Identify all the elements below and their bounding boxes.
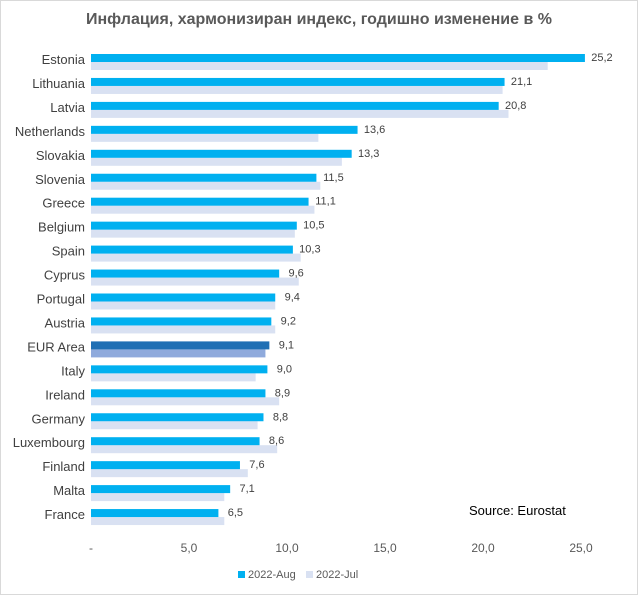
- category-label: Italy: [61, 363, 85, 378]
- category-label: France: [45, 507, 85, 522]
- bar-2022-aug: [91, 341, 270, 350]
- bar-2022-jul: [91, 85, 503, 94]
- data-label: 8,6: [269, 435, 284, 447]
- data-label: 9,4: [285, 292, 300, 304]
- category-label: Luxembourg: [13, 435, 85, 450]
- bar-2022-aug: [91, 293, 276, 302]
- category-label: EUR Area: [27, 339, 86, 354]
- bar-2022-jul: [91, 205, 315, 214]
- bar-2022-jul: [91, 397, 280, 406]
- bar-2022-jul: [91, 373, 256, 382]
- data-label: 9,0: [277, 363, 292, 375]
- data-label: 7,6: [249, 459, 264, 471]
- category-label: Slovenia: [35, 172, 86, 187]
- bar-2022-aug: [91, 269, 280, 278]
- bar-2022-jul: [91, 325, 276, 334]
- bar-2022-aug: [91, 317, 272, 326]
- category-label: Belgium: [38, 220, 85, 235]
- category-label: Finland: [42, 459, 85, 474]
- bar-2022-aug: [91, 389, 266, 398]
- bar-2022-aug: [91, 125, 358, 134]
- data-label: 11,5: [323, 172, 344, 184]
- bar-2022-aug: [91, 149, 352, 158]
- category-label: Portugal: [37, 292, 86, 307]
- bar-2022-aug: [91, 509, 219, 518]
- bar-2022-aug: [91, 101, 499, 110]
- bar-2022-jul: [91, 229, 295, 238]
- data-label: 25,2: [591, 52, 612, 64]
- bar-2022-aug: [91, 77, 505, 86]
- category-label: Malta: [53, 483, 86, 498]
- bar-2022-jul: [91, 253, 301, 262]
- legend-label-2022-jul: 2022-Jul: [316, 569, 358, 581]
- bar-2022-jul: [91, 181, 321, 190]
- category-label: Cyprus: [44, 268, 86, 283]
- category-label: Spain: [52, 244, 85, 259]
- chart-title: Инфлация, хармонизиран индекс, годишно и…: [86, 11, 552, 28]
- bar-2022-jul: [91, 157, 342, 166]
- category-label: Latvia: [50, 100, 85, 115]
- bar-2022-jul: [91, 62, 548, 70]
- data-label: 10,3: [299, 244, 320, 256]
- data-label: 6,5: [228, 507, 243, 519]
- data-label: 9,2: [281, 315, 296, 327]
- bar-2022-jul: [91, 445, 278, 454]
- category-label: Slovakia: [36, 148, 86, 163]
- data-label: 13,6: [364, 124, 385, 136]
- bar-2022-aug: [91, 461, 240, 470]
- bar-2022-aug: [91, 365, 268, 374]
- data-label: 9,6: [289, 268, 304, 280]
- category-label: Germany: [32, 411, 86, 426]
- category-label: Ireland: [45, 387, 85, 402]
- bar-2022-jul: [91, 349, 266, 358]
- bar-2022-aug: [91, 54, 585, 62]
- source-annotation: Source: Eurostat: [469, 503, 566, 518]
- bar-2022-aug: [91, 485, 231, 494]
- data-label: 7,1: [240, 483, 255, 495]
- bar-2022-aug: [91, 437, 260, 446]
- bar-2022-jul: [91, 133, 319, 142]
- category-label: Lithuania: [32, 76, 86, 91]
- data-label: 10,5: [303, 220, 324, 232]
- bar-2022-aug: [91, 197, 309, 206]
- data-label: 11,1: [315, 196, 336, 208]
- data-label: 8,8: [273, 411, 288, 423]
- category-label: Greece: [42, 196, 85, 211]
- bar-2022-aug: [91, 245, 293, 254]
- category-label: Estonia: [42, 52, 86, 67]
- bar-2022-jul: [91, 421, 258, 430]
- category-label: Austria: [45, 315, 86, 330]
- bar-2022-jul: [91, 469, 248, 478]
- bar-2022-jul: [91, 517, 225, 526]
- category-label: Netherlands: [15, 124, 86, 139]
- data-label: 9,1: [279, 339, 294, 351]
- x-tick-label: -: [89, 541, 93, 555]
- x-tick-label: 10,0: [275, 541, 299, 555]
- bar-2022-jul: [91, 493, 225, 502]
- x-tick-label: 20,0: [471, 541, 495, 555]
- data-label: 21,1: [511, 76, 532, 88]
- legend-swatch-2022-jul: [306, 571, 313, 578]
- data-label: 20,8: [505, 100, 526, 112]
- data-label: 13,3: [358, 148, 379, 160]
- legend-label-2022-aug: 2022-Aug: [248, 569, 296, 581]
- bar-2022-jul: [91, 277, 299, 286]
- bar-2022-aug: [91, 173, 317, 182]
- x-tick-label: 15,0: [373, 541, 397, 555]
- x-tick-label: 5,0: [181, 541, 198, 555]
- bar-2022-jul: [91, 109, 509, 118]
- bar-2022-aug: [91, 413, 264, 422]
- x-tick-label: 25,0: [569, 541, 593, 555]
- legend-swatch-2022-aug: [238, 571, 245, 578]
- data-label: 8,9: [275, 387, 290, 399]
- bar-2022-aug: [91, 221, 297, 230]
- bar-2022-jul: [91, 301, 276, 310]
